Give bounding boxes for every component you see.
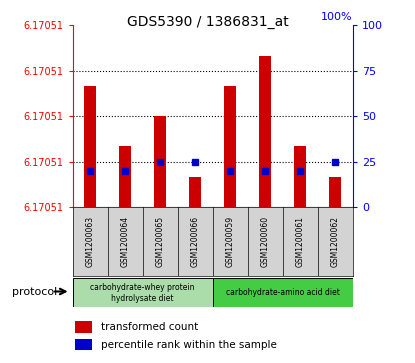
Bar [224,86,236,207]
Text: GSM1200064: GSM1200064 [121,216,129,267]
Bar [73,278,213,307]
Text: transformed count: transformed count [100,322,198,332]
Text: GSM1200063: GSM1200063 [85,216,95,267]
Text: GSM1200062: GSM1200062 [331,216,340,267]
Bar [119,146,131,207]
Text: GDS5390 / 1386831_at: GDS5390 / 1386831_at [127,15,288,29]
Text: carbohydrate-amino acid diet: carbohydrate-amino acid diet [226,288,339,297]
Bar [259,56,271,207]
Bar [294,146,306,207]
Text: percentile rank within the sample: percentile rank within the sample [100,339,276,350]
Text: GSM1200065: GSM1200065 [156,216,165,267]
Bar [189,177,201,207]
Bar [329,177,342,207]
Bar [76,339,92,350]
Text: GSM1200066: GSM1200066 [190,216,200,267]
Text: 100%: 100% [321,12,353,22]
Text: hydrolysate diet: hydrolysate diet [111,294,174,302]
Bar [76,321,92,333]
Text: GSM1200060: GSM1200060 [261,216,270,267]
Bar [213,278,353,307]
Text: GSM1200061: GSM1200061 [296,216,305,267]
Bar [84,86,96,207]
Text: protocol: protocol [12,287,58,297]
Text: carbohydrate-whey protein: carbohydrate-whey protein [90,284,195,292]
Text: GSM1200059: GSM1200059 [226,216,235,267]
Bar [154,116,166,207]
